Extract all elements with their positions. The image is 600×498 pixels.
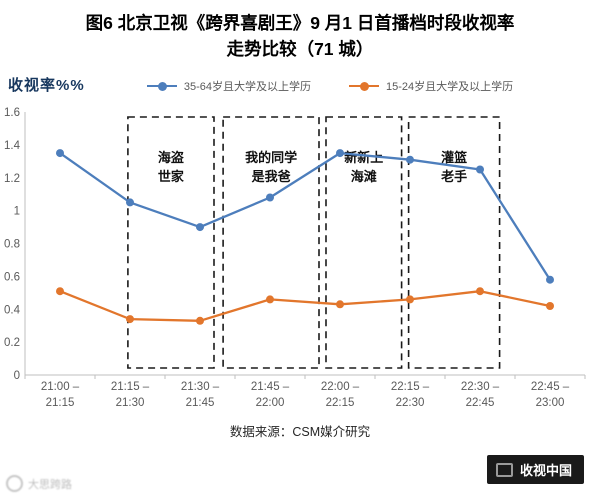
ratings-line-chart: 0 0.2 0.4 0.6 0.8 1 1.2 1.4 1.6 21:00 – 21:15 21:15… (4, 107, 586, 409)
watermark-logo-icon (6, 475, 23, 492)
x-axis-tick-label-line2: 22:00 (256, 397, 285, 409)
x-axis-tick-label-line1: 22:30 – (461, 381, 500, 393)
legend: 35-64岁且大学及以上学历 15-24岁且大学及以上学历 (60, 78, 600, 94)
data-point-series1 (476, 165, 484, 174)
x-axis-tick-label-line1: 22:45 – (531, 381, 570, 393)
series-line-2 (59, 290, 551, 322)
x-axis-tick-label-line2: 21:45 (186, 397, 215, 409)
data-point-series1 (266, 193, 274, 202)
legend-label-series2: 15-24岁且大学及以上学历 (386, 81, 514, 93)
program-segment-label: 世家 (158, 169, 185, 184)
x-axis-tick-label-line1: 21:45 – (251, 381, 290, 393)
data-point-series2 (196, 316, 204, 325)
x-axis-tick-label-line1: 21:30 – (181, 381, 220, 393)
data-point-series1 (196, 223, 204, 232)
y-axis-tick-label: 0 (14, 370, 20, 382)
y-axis-tick-label: 1.6 (4, 107, 20, 119)
y-axis-tick-label: 0.4 (4, 304, 21, 316)
series-line-1 (59, 151, 551, 281)
data-point-series1 (56, 149, 64, 158)
figure-title-line2: 走势比较（71 城） (226, 39, 374, 59)
data-point-series1 (406, 155, 414, 164)
x-axis-tick-label-line2: 23:00 (536, 397, 565, 409)
y-axis-tick-label: 1 (14, 206, 20, 218)
data-point-series2 (546, 302, 554, 310)
watermark: 大思跨路 (6, 475, 72, 492)
data-point-series1 (336, 149, 344, 158)
legend-item-series2: 15-24岁且大学及以上学历 (349, 78, 513, 94)
publisher-badge: 收视中国 (486, 455, 584, 484)
x-axis-tick-label-line1: 22:15 – (391, 381, 430, 393)
program-segment-label: 我的同学 (245, 150, 297, 165)
program-segment-box (222, 116, 320, 369)
x-axis-tick-label-line2: 21:15 (46, 397, 75, 409)
series2-line-marker-icon (349, 81, 379, 91)
watermark-text: 大思跨路 (28, 478, 72, 491)
x-axis-tick-label-line2: 21:30 (116, 397, 145, 409)
x-axis-tick-label-line1: 21:00 – (41, 381, 80, 393)
figure-title: 图6 北京卫视《跨界喜剧王》9 月1 日首播档时段收视率 走势比较（71 城） (0, 0, 600, 62)
data-point-series2 (126, 315, 134, 324)
data-point-series2 (336, 300, 344, 309)
program-segment-label: 海盗 (158, 150, 184, 165)
y-axis-tick-label: 1.2 (4, 173, 20, 185)
figure-title-line1: 图6 北京卫视《跨界喜剧王》9 月1 日首播档时段收视率 (85, 13, 515, 33)
y-axis-tick-label: 0.8 (4, 239, 20, 251)
x-axis-tick-label-line2: 22:30 (396, 397, 425, 409)
y-axis-tick-label: 0.6 (4, 271, 20, 283)
program-segment-label: 是我爸 (251, 169, 291, 184)
publisher-badge-text: 收视中国 (519, 463, 572, 478)
data-point-series2 (56, 287, 64, 296)
data-source-note: 数据来源：CSM媒介研究 (229, 425, 371, 439)
x-axis-tick-label-line1: 21:15 – (111, 381, 150, 393)
program-segment-box (407, 116, 501, 369)
x-axis-tick-label-line1: 22:00 – (321, 381, 360, 393)
program-segment-label: 灌篮 (441, 150, 467, 165)
y-axis-tick-label: 0.2 (4, 337, 20, 349)
legend-item-series1: 35-64岁且大学及以上学历 (146, 78, 311, 94)
y-axis-title: 收视率%% (8, 77, 85, 94)
data-point-series2 (266, 295, 274, 304)
data-point-series2 (476, 287, 484, 296)
data-point-series1 (546, 275, 554, 284)
y-axis-tick-label: 1.4 (4, 140, 21, 152)
program-segment-label: 海滩 (351, 169, 377, 184)
program-segment-label: 老手 (440, 169, 467, 184)
data-point-series1 (126, 198, 134, 207)
x-axis-tick-label-line2: 22:15 (326, 397, 355, 409)
tv-icon (495, 462, 513, 477)
legend-label-series1: 35-64岁且大学及以上学历 (183, 81, 311, 93)
program-segment-box (325, 116, 403, 369)
x-axis-tick-label-line2: 22:45 (466, 397, 495, 409)
data-point-series2 (406, 295, 414, 304)
series1-line-marker-icon (146, 81, 177, 91)
